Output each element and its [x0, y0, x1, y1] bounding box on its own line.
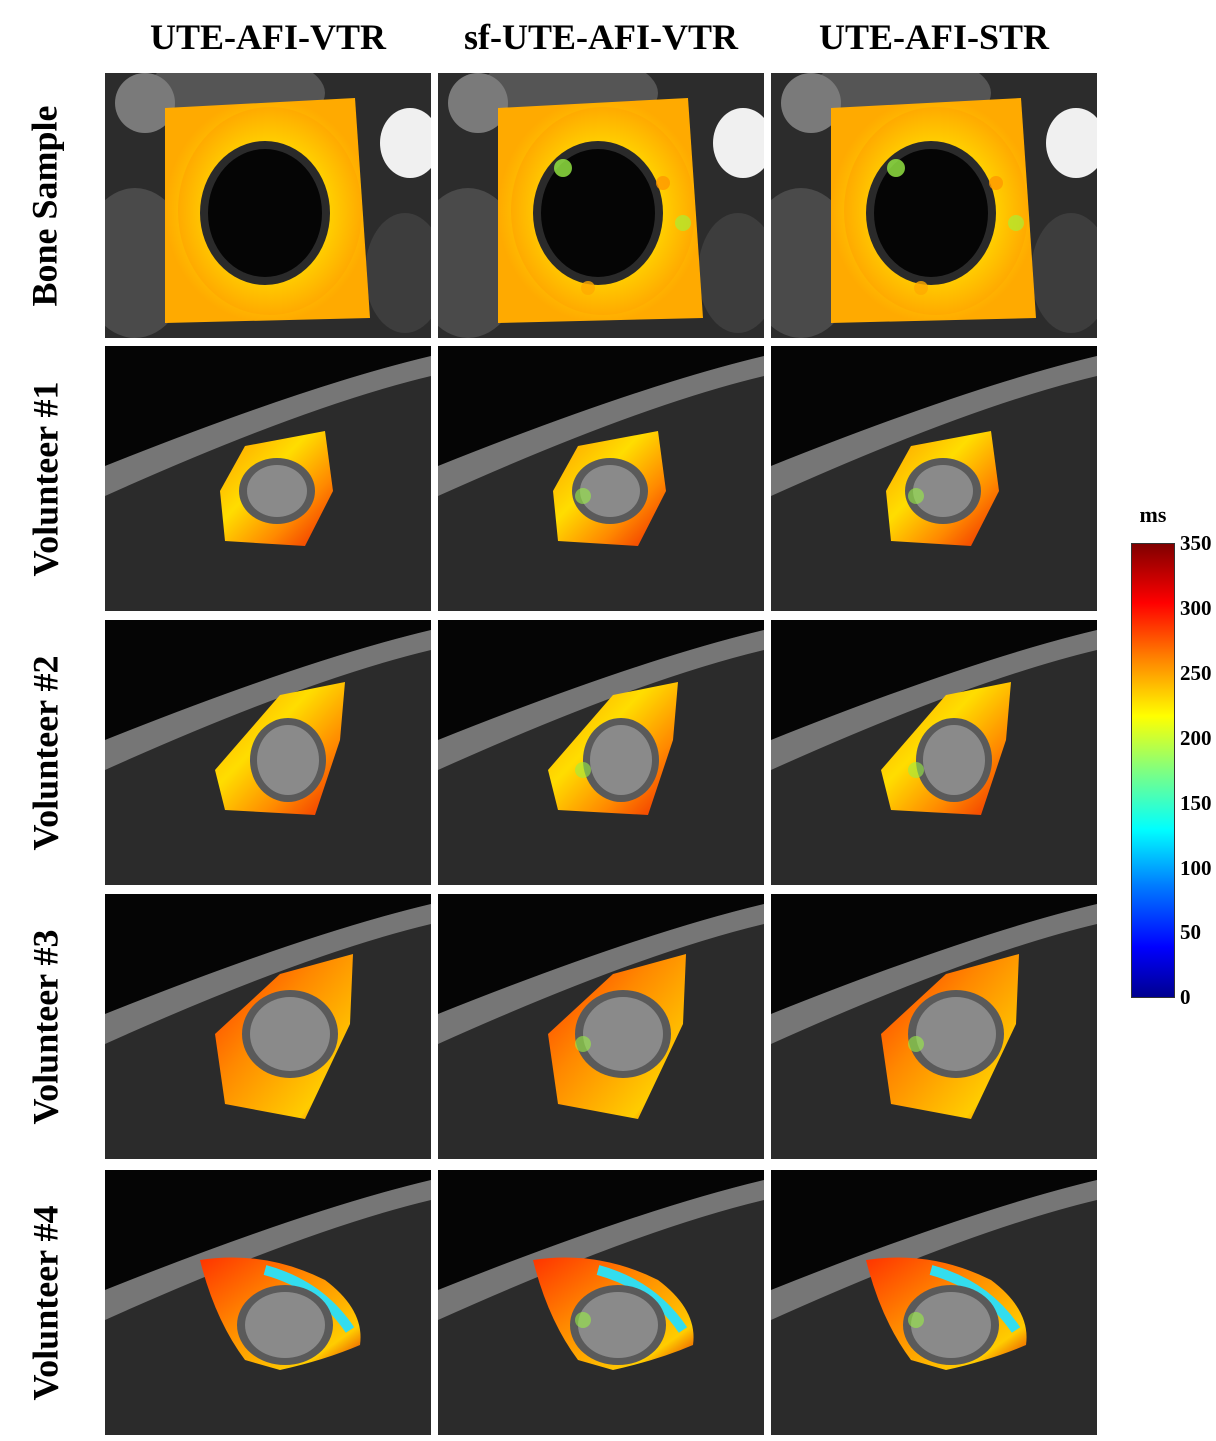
colorbar-unit: ms: [1139, 502, 1167, 527]
mri-panel-r5-c2: [438, 1170, 764, 1435]
colorbar-tick: 300: [1180, 596, 1212, 620]
row-label-volunteer-2: Volunteer #2: [25, 654, 66, 851]
mri-panel-r1-c1: [105, 73, 431, 338]
mri-panel-r2-c3: [771, 346, 1097, 611]
mri-panel-r1-c3: [771, 73, 1097, 338]
mri-panel-r3-c1: [105, 620, 431, 885]
colorbar-tick: 100: [1180, 856, 1212, 880]
mri-panel-r5-c3: [771, 1170, 1097, 1435]
mri-panel-r2-c1: [105, 346, 431, 611]
mri-panel-r3-c2: [438, 620, 764, 885]
mri-panel-r5-c1: [105, 1170, 431, 1435]
colorbar: [1131, 543, 1175, 998]
column-title-ute-afi-str: UTE-AFI-STR: [818, 17, 1050, 57]
mri-panel-r2-c2: [438, 346, 764, 611]
colorbar-tick: 0: [1180, 985, 1191, 1009]
colorbar-tick: 150: [1180, 791, 1212, 815]
colorbar-tick: 250: [1180, 661, 1212, 685]
row-label-bone-sample: Bone Sample: [25, 104, 65, 307]
row-label-volunteer-1: Volunteer #1: [25, 380, 66, 577]
mri-panel-r4-c1: [105, 894, 431, 1159]
mri-panel-r3-c3: [771, 620, 1097, 885]
colorbar-tick: 350: [1180, 531, 1212, 555]
colorbar-tick: 50: [1180, 920, 1201, 944]
column-title-ute-afi-vtr: UTE-AFI-VTR: [149, 17, 386, 57]
colorbar-tick: 200: [1180, 726, 1212, 750]
mri-panel-r4-c3: [771, 894, 1097, 1159]
row-label-volunteer-4: Volunteer #4: [25, 1204, 66, 1401]
column-title-sf-ute-afi-vtr: sf-UTE-AFI-VTR: [464, 17, 738, 57]
row-label-volunteer-3: Volunteer #3: [25, 928, 66, 1125]
mri-panel-r1-c2: [438, 73, 764, 338]
mri-panel-r4-c2: [438, 894, 764, 1159]
